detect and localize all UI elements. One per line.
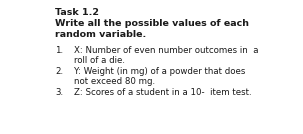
Text: Task 1.2: Task 1.2 <box>55 8 99 17</box>
Text: 3.: 3. <box>55 88 63 97</box>
Text: Z: Scores of a student in a 10-  item test.: Z: Scores of a student in a 10- item tes… <box>74 88 251 97</box>
Text: not exceed 80 mg.: not exceed 80 mg. <box>74 77 155 86</box>
Text: Y: Weight (in mg) of a powder that does: Y: Weight (in mg) of a powder that does <box>74 67 245 76</box>
Text: 1.: 1. <box>55 46 63 55</box>
Text: X: Number of even number outcomes in  a: X: Number of even number outcomes in a <box>74 46 258 55</box>
Text: Write all the possible values of each: Write all the possible values of each <box>55 19 249 28</box>
Text: roll of a die.: roll of a die. <box>74 56 125 65</box>
Text: 2.: 2. <box>55 67 63 76</box>
Text: random variable.: random variable. <box>55 30 146 39</box>
